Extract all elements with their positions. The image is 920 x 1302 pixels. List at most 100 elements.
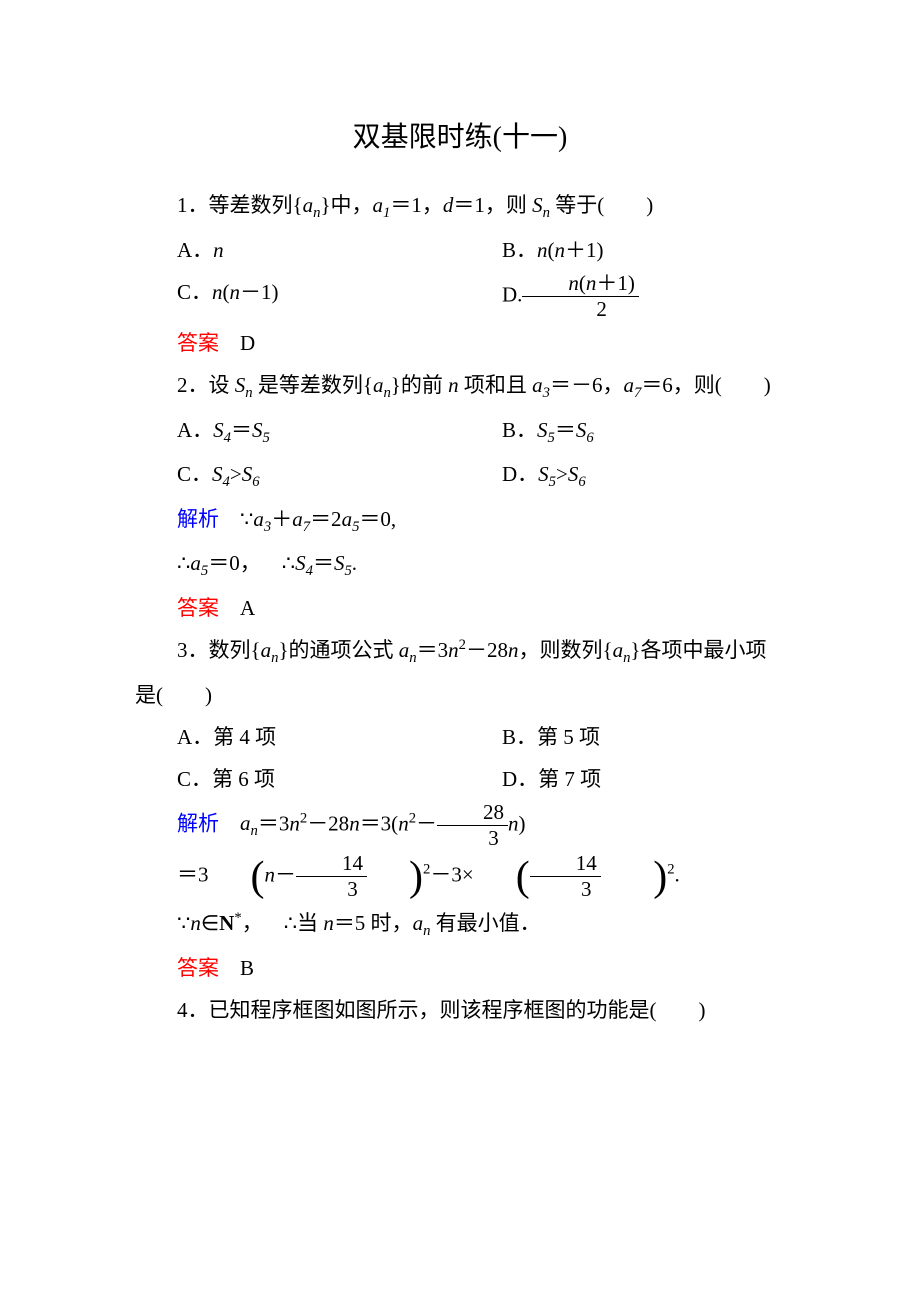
- text: ＝6，则( ): [641, 373, 771, 397]
- sub: 7: [303, 519, 310, 535]
- var-an: an: [613, 638, 631, 662]
- var: a: [342, 507, 353, 531]
- sub: 4: [306, 564, 313, 580]
- var: a: [190, 551, 201, 575]
- text: ，: [242, 911, 263, 935]
- q3-explain-2: ＝3(n－143)2－3×(143 )2.: [135, 851, 785, 902]
- denominator: 2: [522, 297, 639, 322]
- text: }的前: [391, 373, 448, 397]
- sub: 5: [263, 430, 270, 446]
- var-n: n: [190, 911, 201, 935]
- var-d: d: [443, 193, 454, 217]
- denominator: 3: [437, 826, 508, 851]
- q2-choice-c: C．S4>S6: [135, 453, 460, 498]
- var: S: [538, 462, 549, 486]
- text: }各项中最小项: [630, 638, 766, 662]
- rel: >: [230, 462, 242, 486]
- var-an: an: [373, 373, 391, 397]
- q3-choice-c: C．第 6 项: [135, 758, 460, 800]
- text: (: [223, 280, 230, 304]
- q2-explain-1: 解析∵a3＋a7＝2a5＝0,: [135, 498, 785, 543]
- rel: ＝: [231, 418, 252, 442]
- sup: 2: [409, 810, 416, 826]
- numerator: 14: [530, 851, 601, 877]
- var: S: [576, 418, 587, 442]
- var: S: [568, 462, 579, 486]
- var-n: n: [289, 811, 300, 835]
- q2-choice-a: A．S4＝S5: [135, 409, 460, 454]
- numerator: n(n＋1): [522, 271, 639, 297]
- text: 等于( ): [550, 193, 653, 217]
- sub: 6: [578, 474, 585, 490]
- var-n: n: [323, 911, 334, 935]
- numerator: 14: [296, 851, 367, 877]
- text: ＝－6，: [550, 373, 624, 397]
- text: ∈: [201, 911, 219, 935]
- text: ∴: [177, 551, 190, 575]
- sup: 2: [667, 861, 674, 877]
- sub: 5: [344, 564, 351, 580]
- sub: 4: [224, 430, 231, 446]
- sub: 3: [543, 385, 550, 401]
- text: －3×: [430, 862, 473, 886]
- text: ＝3(: [360, 811, 399, 835]
- label: C．: [177, 280, 212, 304]
- text: －28: [466, 638, 508, 662]
- q1-answer: 答案D: [135, 322, 785, 364]
- text: ＝3: [417, 638, 449, 662]
- q3-explain-1: 解析an＝3n2－28n＝3(n2－283n): [135, 800, 785, 851]
- var-an: an: [413, 911, 431, 935]
- q3-choice-b: B．第 5 项: [460, 716, 785, 758]
- text: (: [548, 238, 555, 262]
- var-a3: a: [532, 373, 543, 397]
- var: S: [252, 418, 263, 442]
- label: C．: [177, 462, 212, 486]
- q4-stem: 4．已知程序框图如图所示，则该程序框图的功能是( ): [135, 989, 785, 1031]
- label: A．: [177, 418, 213, 442]
- q1-choice-b: B．n(n＋1): [460, 229, 785, 271]
- q3-choices: A．第 4 项 B．第 5 项 C．第 6 项 D．第 7 项: [135, 716, 785, 800]
- answer-value: B: [240, 956, 254, 980]
- text: ＋1): [565, 238, 604, 262]
- var-n: n: [555, 238, 566, 262]
- text: －: [416, 811, 437, 835]
- text: 3．数列{: [177, 638, 261, 662]
- text: }的通项公式: [278, 638, 398, 662]
- text: ＝3: [177, 862, 209, 886]
- text: －: [275, 862, 296, 886]
- denominator: 3: [530, 877, 601, 902]
- q3-choice-d: D．第 7 项: [460, 758, 785, 800]
- text: －1): [240, 280, 279, 304]
- var: S: [213, 418, 224, 442]
- q2-choice-b: B．S5＝S6: [460, 409, 785, 454]
- sub: 5: [549, 474, 556, 490]
- q1-choice-c: C．n(n－1): [135, 271, 460, 322]
- var: S: [295, 551, 306, 575]
- text: ＝0,: [359, 507, 396, 531]
- text: 有最小值．: [430, 911, 540, 935]
- q3-explain-3: ∵n∈N*，∴当 n＝5 时，an 有最小值．: [135, 902, 785, 947]
- var-n: n: [213, 238, 224, 262]
- var-n: n: [212, 280, 223, 304]
- var-n: n: [448, 638, 459, 662]
- text: ∵: [177, 911, 190, 935]
- var-n: n: [349, 811, 360, 835]
- q1-choice-d: D.n(n＋1)2: [460, 271, 785, 322]
- text: }中，: [320, 193, 372, 217]
- q3-stem-2: 是( ): [135, 674, 785, 716]
- page-title: 双基限时练(十一): [135, 110, 785, 166]
- var-a1: a: [373, 193, 384, 217]
- q2-stem: 2．设 Sn 是等差数列{an}的前 n 项和且 a3＝－6，a7＝6，则( ): [135, 364, 785, 409]
- label: D．: [502, 462, 538, 486]
- rparen-icon: ): [367, 856, 423, 898]
- label: D.: [502, 282, 522, 306]
- lparen-icon: (: [209, 856, 265, 898]
- lparen-icon: (: [474, 856, 530, 898]
- answer-label: 答案: [177, 596, 219, 620]
- var-n: n: [230, 280, 241, 304]
- denominator: 3: [296, 877, 367, 902]
- answer-label: 答案: [177, 956, 219, 980]
- fraction: 143: [296, 851, 367, 902]
- var-n: n: [398, 811, 409, 835]
- q1-choices: A．n B．n(n＋1) C．n(n－1) D.n(n＋1)2: [135, 229, 785, 322]
